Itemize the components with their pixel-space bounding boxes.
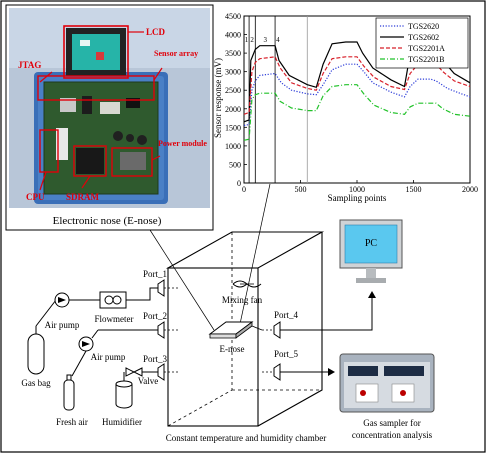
component-block	[120, 152, 146, 170]
photo-leader-line	[149, 229, 215, 331]
x-tick-label: 500	[295, 185, 307, 194]
x-tick-label: 2000	[462, 185, 478, 194]
capacitor	[126, 134, 134, 142]
cpu-callout-box	[39, 129, 59, 173]
photo-caption: Electronic nose (E-nose)	[53, 215, 162, 227]
y-tick-label: 500	[229, 160, 241, 169]
air-pump-2-icon	[78, 336, 94, 352]
component-block	[126, 98, 140, 108]
port-5-label: Port_5	[274, 349, 299, 359]
mixing-fan-icon	[232, 280, 262, 288]
y-axis-label: Sensor response (mV)	[213, 58, 223, 138]
data-link-arrow	[280, 291, 376, 331]
port-4	[262, 321, 281, 339]
x-tick-label: 0	[242, 185, 246, 194]
gas-sampler-label-line2: concentration analysis	[352, 430, 433, 440]
label-cpu: CPU	[26, 192, 45, 202]
x-tick-label: 1000	[349, 185, 365, 194]
gas-sampler-label-line1: Gas sampler for	[363, 418, 420, 428]
y-tick-label: 0	[237, 179, 241, 188]
legend-label: TGS2620	[408, 22, 439, 31]
port-3	[157, 363, 180, 381]
port-1	[157, 279, 180, 297]
lcd-callout-box	[63, 25, 129, 79]
legend-label: TGS2201A	[408, 44, 445, 53]
phase-label: 2	[250, 36, 254, 44]
flowmeter-label: Flowmeter	[95, 314, 134, 324]
label-jtag: JTAG	[18, 60, 41, 70]
series-line-tgs2201a	[243, 56, 471, 115]
fresh-air-label: Fresh air	[56, 417, 88, 427]
port-4-label: Port_4	[274, 310, 299, 320]
y-tick-label: 2500	[225, 86, 241, 95]
phase-label: 4	[276, 36, 280, 44]
gas-bag-icon	[27, 326, 45, 375]
enose-photo-panel: LCD JTAG Sensor array Power module CPU S…	[5, 4, 214, 231]
sensor-array-callout-box	[37, 75, 155, 101]
gas-bag-label: Gas bag	[21, 378, 51, 388]
series-line-tgs2201b	[243, 84, 471, 141]
port-3-label: Port_3	[143, 354, 168, 364]
capacitor	[113, 131, 123, 141]
chamber	[165, 231, 325, 427]
label-power-module: Power module	[158, 139, 207, 148]
valve-label: Valve	[138, 376, 159, 386]
e-nose-label: E-nose	[220, 344, 245, 354]
power-module-callout-box	[111, 147, 153, 177]
chart-leader-line	[239, 183, 271, 325]
port-2	[157, 321, 180, 339]
fresh-air-bottle-icon	[63, 374, 75, 411]
port-5	[262, 363, 281, 381]
y-tick-label: 1000	[225, 142, 241, 151]
y-tick-label: 3500	[225, 49, 241, 58]
component-block	[56, 128, 68, 160]
y-tick-label: 3000	[225, 68, 241, 77]
gas-sampler-icon	[339, 353, 435, 413]
experimental-setup: Constant temperature and humidity chambe…	[21, 183, 435, 443]
phase-label: 3	[263, 36, 267, 44]
e-nose-device	[208, 321, 254, 339]
humidifier-label: Humidifier	[102, 417, 142, 427]
humidifier-icon	[115, 372, 133, 409]
y-tick-label: 1500	[225, 123, 241, 132]
chamber-label: Constant temperature and humidity chambe…	[166, 433, 326, 443]
label-lcd: LCD	[146, 27, 166, 37]
component-block	[100, 102, 120, 114]
y-tick-label: 2000	[225, 105, 241, 114]
x-tick-label: 1500	[406, 185, 422, 194]
pc-label: PC	[365, 238, 378, 249]
pc-monitor-icon	[339, 219, 403, 283]
component-block	[60, 98, 76, 112]
label-sdram: SDRAM	[66, 192, 100, 202]
x-axis-label: Sampling points	[328, 193, 387, 203]
series-line-tgs2620	[243, 63, 471, 127]
air-pump-1-icon	[54, 292, 70, 308]
cpu-chip	[76, 148, 104, 174]
mixing-fan-label: Mixing fan	[222, 295, 263, 305]
port-2-label: Port_2	[143, 311, 167, 321]
y-tick-label: 4000	[225, 31, 241, 40]
legend-label: TGS2602	[408, 33, 439, 42]
component-block	[82, 96, 92, 114]
label-sensor-array: Sensor array	[154, 49, 198, 58]
y-tick-label: 4500	[225, 12, 241, 21]
flowmeter-icon	[99, 291, 127, 309]
capacitor	[137, 135, 147, 145]
air-pump-2-label: Air pump	[91, 352, 126, 362]
port-1-label: Port_1	[143, 269, 167, 279]
air-pump-1-label: Air pump	[45, 320, 80, 330]
valve-icon	[125, 367, 143, 377]
phase-label: 1	[245, 36, 249, 44]
legend-label: TGS2201B	[408, 55, 444, 64]
